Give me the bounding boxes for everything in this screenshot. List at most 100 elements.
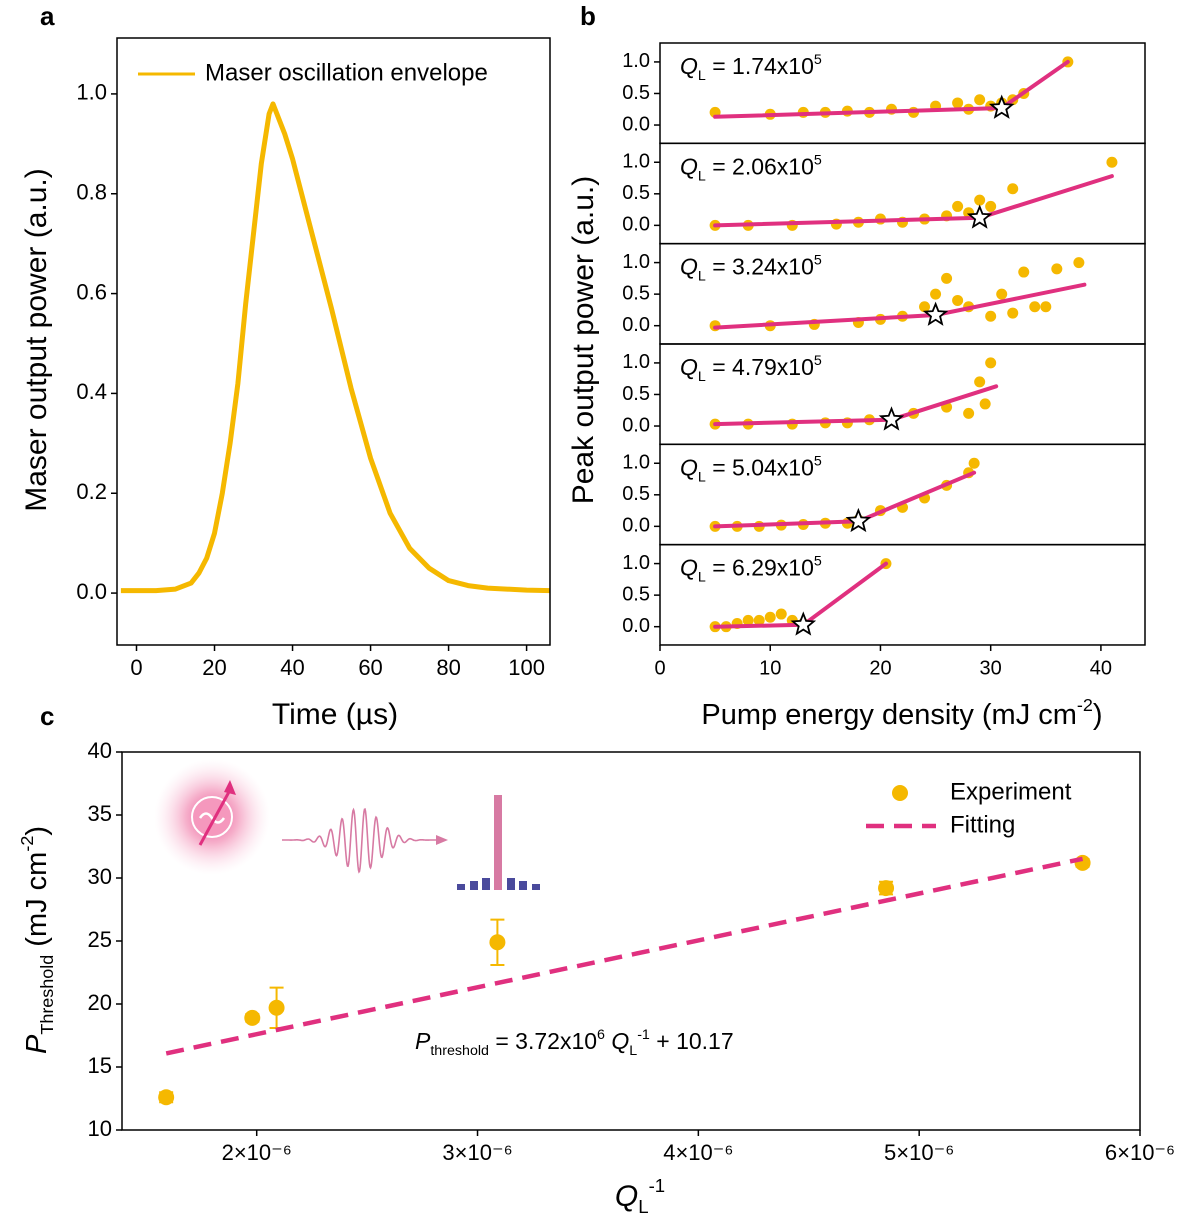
data-point <box>268 999 285 1016</box>
y-tick-label: 40 <box>88 738 112 763</box>
y-tick-label: 35 <box>88 801 112 826</box>
wave-arrow <box>436 835 448 845</box>
data-point <box>952 97 964 109</box>
x-axis-label-part: Q <box>615 1180 638 1213</box>
y-tick-label: 0.0 <box>622 314 650 336</box>
subplot-label-part: Q <box>680 153 698 179</box>
data-point <box>952 200 964 212</box>
subplot-label-part: 5 <box>814 353 822 369</box>
y-tick-label: 0.5 <box>622 282 650 304</box>
panel-label: a <box>40 1 55 31</box>
data-point <box>158 1089 175 1106</box>
y-tick-label: 1.0 <box>622 351 650 373</box>
fit-equation-part: P <box>415 1028 431 1054</box>
legend-label: Maser oscillation envelope <box>205 59 488 86</box>
y-tick-label: 0.0 <box>622 113 650 135</box>
y-axis-label-part: (mJ cm <box>21 852 53 955</box>
x-tick-label: 4×10⁻⁶ <box>663 1140 733 1165</box>
data-point <box>963 407 975 419</box>
x-axis-label-part: -1 <box>649 1175 666 1196</box>
side-modes <box>457 878 540 890</box>
y-tick-label: 0.0 <box>622 515 650 537</box>
subplot-label-part: 5 <box>814 553 822 569</box>
y-tick-label: 0.0 <box>622 615 650 637</box>
fit-equation-part: = 3.72x10 <box>489 1028 597 1054</box>
x-tick-label: 30 <box>980 657 1002 679</box>
data-point <box>985 200 997 212</box>
subplot-label-part: = 2.06x10 <box>706 153 814 179</box>
fit-equation-part: -1 <box>637 1027 650 1043</box>
y-tick-label: 0.5 <box>622 82 650 104</box>
data-point <box>919 301 931 313</box>
data-point <box>1007 307 1019 319</box>
data-point <box>1007 183 1019 195</box>
fit-line <box>713 384 999 427</box>
x-axis-label-part: -2 <box>1077 695 1093 715</box>
y-axis-label-part: -2 <box>17 836 37 852</box>
y-tick-label: 1.0 <box>622 50 650 72</box>
subplot-label-part: = 6.29x10 <box>706 555 814 581</box>
subplot-label-part: 5 <box>814 152 822 168</box>
data-point <box>1051 263 1063 275</box>
subplot-label-part: Q <box>680 254 698 280</box>
subplot-label-part: = 1.74x10 <box>706 53 814 79</box>
fit-equation-part: Q <box>605 1028 629 1054</box>
x-axis-label: QL-1 <box>615 1175 665 1217</box>
y-axis-label: PThreshold (mJ cm-2) <box>17 826 57 1054</box>
data-point <box>775 608 787 620</box>
y-tick-label: 1.0 <box>622 552 650 574</box>
x-axis-label-part: Pump energy density (mJ cm <box>701 699 1077 731</box>
mode-bar <box>494 795 502 890</box>
y-tick-label: 0.0 <box>622 414 650 436</box>
data-point <box>1029 301 1041 313</box>
subplot-label-part: L <box>698 469 706 485</box>
subplot-label-part: L <box>698 168 706 184</box>
y-tick-label: 0.0 <box>622 214 650 236</box>
plot-frame <box>116 37 551 646</box>
fit-equation-part: L <box>629 1043 637 1059</box>
x-tick-label: 100 <box>508 655 545 680</box>
wave-packet <box>282 807 442 874</box>
subplot-label: QL = 4.79x105 <box>680 353 822 385</box>
data-point <box>489 934 506 951</box>
subplot-label: QL = 3.24x105 <box>680 252 822 284</box>
spin-wave <box>198 812 226 824</box>
fit-line <box>165 856 1084 1056</box>
y-axis-label: Maser output power (a.u.) <box>20 168 53 512</box>
x-tick-label: 60 <box>358 655 382 680</box>
legend-label: Experiment <box>950 778 1072 805</box>
subplot-label-part: 5 <box>814 252 822 268</box>
subplot-label-part: L <box>698 369 706 385</box>
inset-illustration <box>154 759 540 890</box>
y-tick-label: 1.0 <box>622 151 650 173</box>
x-tick-label: 0 <box>654 657 665 679</box>
data-point <box>1040 301 1052 313</box>
threshold-star <box>790 611 817 636</box>
y-tick-label: 0.5 <box>622 583 650 605</box>
y-tick-label: 1.0 <box>622 251 650 273</box>
fit-equation-part: + 10.17 <box>650 1028 734 1054</box>
x-axis-label-part: ) <box>1093 699 1103 731</box>
threshold-star <box>878 406 905 431</box>
x-tick-label: 20 <box>869 657 891 679</box>
y-tick-label: 25 <box>88 927 112 952</box>
data-point <box>244 1009 261 1026</box>
fit-equation-part: threshold <box>430 1043 489 1059</box>
y-tick-label: 0.5 <box>622 182 650 204</box>
data-point <box>878 880 895 897</box>
x-tick-label: 40 <box>1090 657 1112 679</box>
y-axis-label-part: ) <box>21 826 53 836</box>
x-axis-label: Pump energy density (mJ cm-2) <box>701 695 1102 731</box>
plot-frame <box>121 751 1141 1131</box>
x-tick-label: 10 <box>759 657 781 679</box>
subplot-label-part: Q <box>680 555 698 581</box>
fit-line <box>713 174 1114 228</box>
y-axis-label-part: P <box>21 1034 53 1054</box>
threshold-star <box>845 507 872 533</box>
data-point <box>996 288 1008 300</box>
envelope-line <box>120 101 551 594</box>
spin-arrow-head <box>224 780 236 795</box>
y-tick-label: 0.2 <box>76 479 107 504</box>
data-point <box>985 310 997 322</box>
